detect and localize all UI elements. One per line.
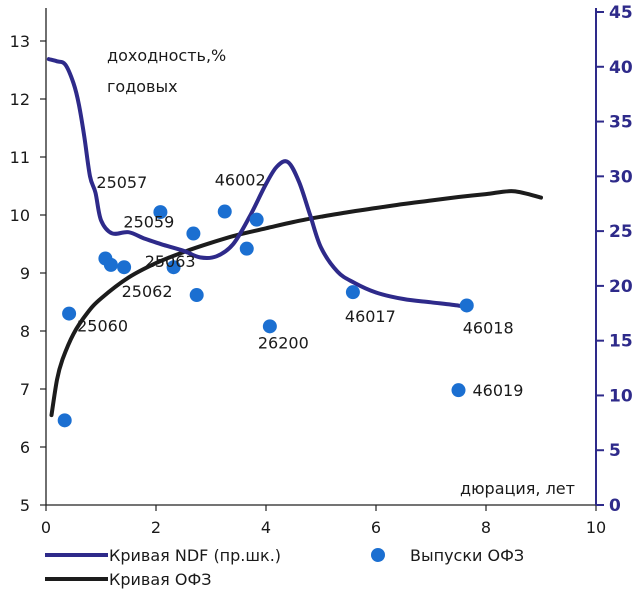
- y-left-tick-label: 10: [10, 206, 30, 225]
- y-right-tick-label: 10: [609, 386, 633, 406]
- y-axis-annotation-line2: годовых: [107, 77, 178, 96]
- y-right-tick-label: 30: [609, 167, 633, 187]
- ofz-issue-label: 25062: [122, 282, 173, 301]
- legend-swatch-marker: [371, 548, 385, 562]
- ofz-issue-point: [262, 319, 277, 334]
- ofz-issue-point: [249, 212, 264, 227]
- ofz-issue-point: [186, 226, 201, 241]
- ofz-issue-point: [62, 306, 77, 321]
- ofz-curve-line: [49, 189, 543, 418]
- x-tick-label: 0: [41, 518, 51, 537]
- ofz-issue-label: 46002: [215, 171, 266, 190]
- x-tick-label: 4: [261, 518, 271, 537]
- y-right-tick-label: 40: [609, 58, 633, 78]
- ofz-issue-label: 46019: [473, 381, 524, 400]
- y-left-tick-label: 13: [10, 32, 30, 51]
- ofz-issue-point: [103, 257, 118, 272]
- x-tick-label: 8: [481, 518, 491, 537]
- y-right-tick-label: 15: [609, 332, 633, 352]
- y-axis-annotation-line1: доходность,%: [107, 46, 226, 65]
- ofz-issue-label: 46018: [463, 318, 514, 337]
- y-right-tick-label: 35: [609, 113, 633, 133]
- ofz-issue-point: [153, 205, 168, 220]
- legend: Кривая NDF (пр.шк.) Выпуски ОФЗ Кривая ОФЗ: [45, 546, 524, 589]
- x-tick-label: 6: [371, 518, 381, 537]
- ofz-issue-label: 26200: [258, 333, 309, 352]
- y-right-tick-label: 0: [609, 496, 621, 516]
- y-right-tick-label: 45: [609, 3, 633, 23]
- x-axis-annotation: дюрация, лет: [460, 479, 575, 498]
- ofz-issue-label: 25063: [145, 252, 196, 271]
- x-tick-label: 2: [151, 518, 161, 537]
- y-right-tick-label: 5: [609, 441, 621, 461]
- series-points: [57, 204, 474, 428]
- legend-label: Выпуски ОФЗ: [410, 546, 524, 565]
- ofz-issue-label: 46017: [345, 307, 396, 326]
- x-tick-label: 10: [586, 518, 606, 537]
- ofz-issue-point: [451, 383, 466, 398]
- y-left-tick-label: 12: [10, 90, 30, 109]
- y-left-tick-label: 5: [20, 496, 30, 515]
- ofz-issue-point: [459, 298, 474, 313]
- y-left-tick-label: 11: [10, 148, 30, 167]
- y-left-tick-label: 8: [20, 322, 30, 341]
- ofz-issue-point: [217, 204, 232, 219]
- ofz-issue-label: 25057: [96, 173, 147, 192]
- ofz-issue-point: [57, 413, 72, 428]
- legend-label: Кривая ОФЗ: [109, 570, 211, 589]
- ofz-issue-point: [345, 285, 360, 300]
- ofz-issue-point: [117, 260, 132, 275]
- y-right-tick-label: 20: [609, 277, 633, 297]
- ofz-issue-point: [239, 241, 254, 256]
- y-left-tick-label: 9: [20, 264, 30, 283]
- series-lines: [46, 57, 543, 418]
- ofz-issue-label: 25059: [123, 213, 174, 232]
- ofz-issue-label: 25060: [77, 317, 128, 336]
- y-right-tick-label: 25: [609, 222, 633, 242]
- legend-label: Кривая NDF (пр.шк.): [109, 546, 281, 565]
- ofz-issue-point: [189, 288, 204, 303]
- y-left-tick-label: 7: [20, 380, 30, 399]
- y-left-tick-label: 6: [20, 438, 30, 457]
- point-labels: 25060 25057 25062 25059 25063 46002 26200 46017…: [77, 171, 523, 401]
- ndf-curve-line: [46, 57, 472, 310]
- ofz-issue-point: [166, 260, 181, 275]
